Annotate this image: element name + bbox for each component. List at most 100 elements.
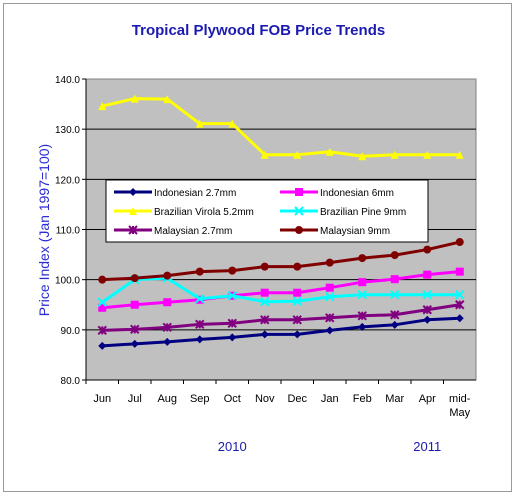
x-tick-label: mid- (449, 393, 471, 405)
data-point (390, 275, 399, 284)
data-point (455, 300, 465, 310)
data-point (260, 315, 270, 325)
x-tick-label: Oct (224, 393, 241, 405)
data-point (260, 288, 269, 297)
data-point (294, 206, 304, 216)
data-point (358, 152, 367, 161)
data-point (162, 322, 172, 333)
data-point (390, 251, 399, 260)
series-line (102, 303, 460, 332)
data-point (390, 150, 399, 159)
x-tick-label: Dec (287, 393, 307, 405)
x-tick-label: Jun (93, 393, 111, 405)
data-point (227, 291, 237, 301)
data-point (358, 254, 367, 263)
series-line (102, 316, 460, 348)
data-point (228, 119, 237, 128)
data-point (163, 95, 172, 104)
legend (105, 179, 429, 243)
year-label: 2010 (218, 439, 247, 454)
x-tick-label: Apr (419, 393, 436, 405)
data-point (390, 310, 400, 320)
x-tick-label: Nov (255, 393, 275, 405)
legend-label: Brazilian Pine 9mm (320, 207, 406, 218)
legend-label: Indonesian 2.7mm (154, 188, 236, 199)
data-point (97, 325, 107, 336)
data-point (358, 278, 367, 287)
data-point (128, 225, 138, 235)
data-point (195, 335, 204, 344)
legend-label: Indonesian 6mm (320, 188, 394, 199)
x-tick-label: Aug (157, 393, 177, 405)
data-point (295, 226, 303, 234)
data-point (98, 303, 107, 312)
data-point (423, 150, 432, 159)
data-point (423, 270, 432, 279)
data-point (98, 275, 107, 284)
legend-label: Malaysian 2.7mm (154, 226, 232, 237)
data-point (97, 297, 107, 307)
data-point (98, 341, 107, 350)
legend-label: Brazilian Virola 5.2mm (154, 207, 254, 218)
y-tick-label: 100.0 (55, 276, 80, 287)
x-tick-label: May (449, 407, 470, 419)
data-point (455, 150, 464, 159)
data-point (130, 339, 139, 348)
data-point (325, 283, 334, 292)
x-tick-label: Mar (385, 393, 404, 405)
series-line (102, 240, 461, 282)
data-point (293, 288, 302, 297)
data-point (423, 245, 432, 254)
data-point (293, 330, 302, 339)
data-point (98, 102, 107, 111)
data-point (455, 290, 465, 300)
data-point (293, 262, 302, 271)
x-tick-label: Sep (190, 393, 210, 405)
data-point (260, 297, 270, 307)
data-point (163, 337, 172, 346)
data-point (423, 315, 432, 324)
data-point (357, 311, 367, 321)
data-point (129, 188, 137, 196)
data-point (293, 150, 302, 159)
data-point (325, 147, 334, 156)
x-tick-label: Jul (128, 393, 142, 405)
data-point (358, 322, 367, 331)
data-point (260, 262, 269, 271)
data-point (325, 292, 335, 302)
data-point (129, 207, 137, 215)
data-point (422, 290, 432, 300)
data-point (455, 267, 464, 276)
data-point (390, 320, 399, 329)
series-line (101, 97, 460, 158)
data-point (195, 267, 204, 276)
y-tick-label: 120.0 (55, 175, 80, 186)
data-point (455, 314, 464, 323)
legend-label: Malaysian 9mm (320, 226, 390, 237)
data-point (163, 298, 172, 307)
data-point (295, 188, 303, 196)
series-line (102, 270, 460, 310)
y-tick-label: 130.0 (55, 125, 80, 136)
data-point (163, 271, 172, 280)
series-line (101, 276, 460, 304)
y-tick-label: 140.0 (55, 75, 80, 86)
data-point (195, 294, 205, 304)
x-tick-label: Jan (321, 393, 339, 405)
data-point (325, 258, 334, 267)
y-tick-label: 80.0 (61, 376, 81, 387)
data-point (357, 290, 367, 300)
year-label: 2011 (413, 439, 441, 454)
data-point (260, 150, 269, 159)
data-point (195, 319, 205, 330)
data-point (260, 330, 269, 339)
data-point (130, 300, 139, 309)
x-tick-label: Feb (353, 393, 372, 405)
data-point (390, 290, 400, 300)
y-tick-label: 90.0 (61, 326, 81, 337)
data-point (325, 313, 335, 323)
data-point (195, 119, 204, 128)
y-tick-label: 110.0 (56, 226, 81, 237)
data-point (130, 324, 140, 335)
